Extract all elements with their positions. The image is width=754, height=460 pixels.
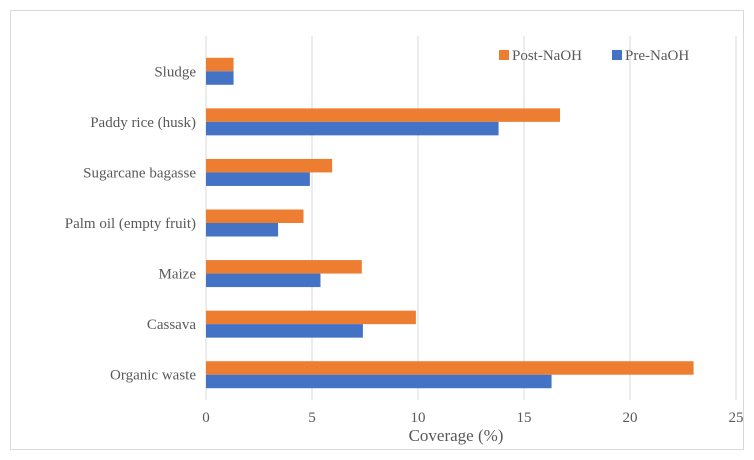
- category-label: Maize: [159, 267, 197, 283]
- x-axis-title: Coverage (%): [409, 426, 504, 445]
- bar-pre-naoh: [206, 273, 321, 288]
- bar-post-naoh: [206, 108, 561, 122]
- bar-pre-naoh: [206, 374, 552, 389]
- bar-post-naoh: [206, 158, 333, 173]
- gridlines: [205, 36, 737, 400]
- bar-pre-naoh: [206, 324, 363, 338]
- category-label: Palm oil (empty fruit): [65, 216, 196, 232]
- category-label: Paddy rice (husk): [90, 115, 196, 131]
- x-tick-labels: 0 5 10 15 20 25: [202, 410, 743, 426]
- category-label: Sludge: [154, 64, 196, 80]
- legend-label: Pre-NaOH: [625, 48, 689, 64]
- chart-frame: Organic waste Cassava Maize Palm oil (empty…: [10, 10, 744, 450]
- bars: [206, 57, 694, 389]
- category-label: Sugarcane bagasse: [83, 165, 196, 181]
- bar-pre-naoh: [206, 71, 234, 85]
- x-tick-label: 20: [623, 410, 638, 426]
- bar-chart: Organic waste Cassava Maize Palm oil (empty…: [65, 36, 744, 445]
- x-tick-label: 0: [202, 410, 210, 426]
- bar-pre-naoh: [206, 172, 310, 186]
- category-label: Cassava: [147, 317, 196, 333]
- bar-pre-naoh: [206, 223, 279, 237]
- x-tick-label: 15: [517, 410, 532, 426]
- bar-post-naoh: [206, 260, 362, 274]
- category-labels: Organic waste Cassava Maize Palm oil (empty…: [65, 64, 197, 383]
- bar-post-naoh: [206, 310, 416, 325]
- x-tick-label: 25: [729, 410, 744, 426]
- legend-swatch: [499, 50, 509, 60]
- bar-post-naoh: [206, 361, 694, 375]
- x-tick-label: 5: [308, 410, 316, 426]
- bar-post-naoh: [206, 57, 234, 72]
- legend: Post-NaOH Pre-NaOH: [499, 48, 689, 64]
- x-tick-label: 10: [411, 410, 426, 426]
- bar-post-naoh: [206, 209, 304, 223]
- legend-swatch: [612, 50, 622, 60]
- legend-label: Post-NaOH: [512, 48, 582, 64]
- category-label: Organic waste: [110, 368, 196, 384]
- bar-pre-naoh: [206, 121, 499, 136]
